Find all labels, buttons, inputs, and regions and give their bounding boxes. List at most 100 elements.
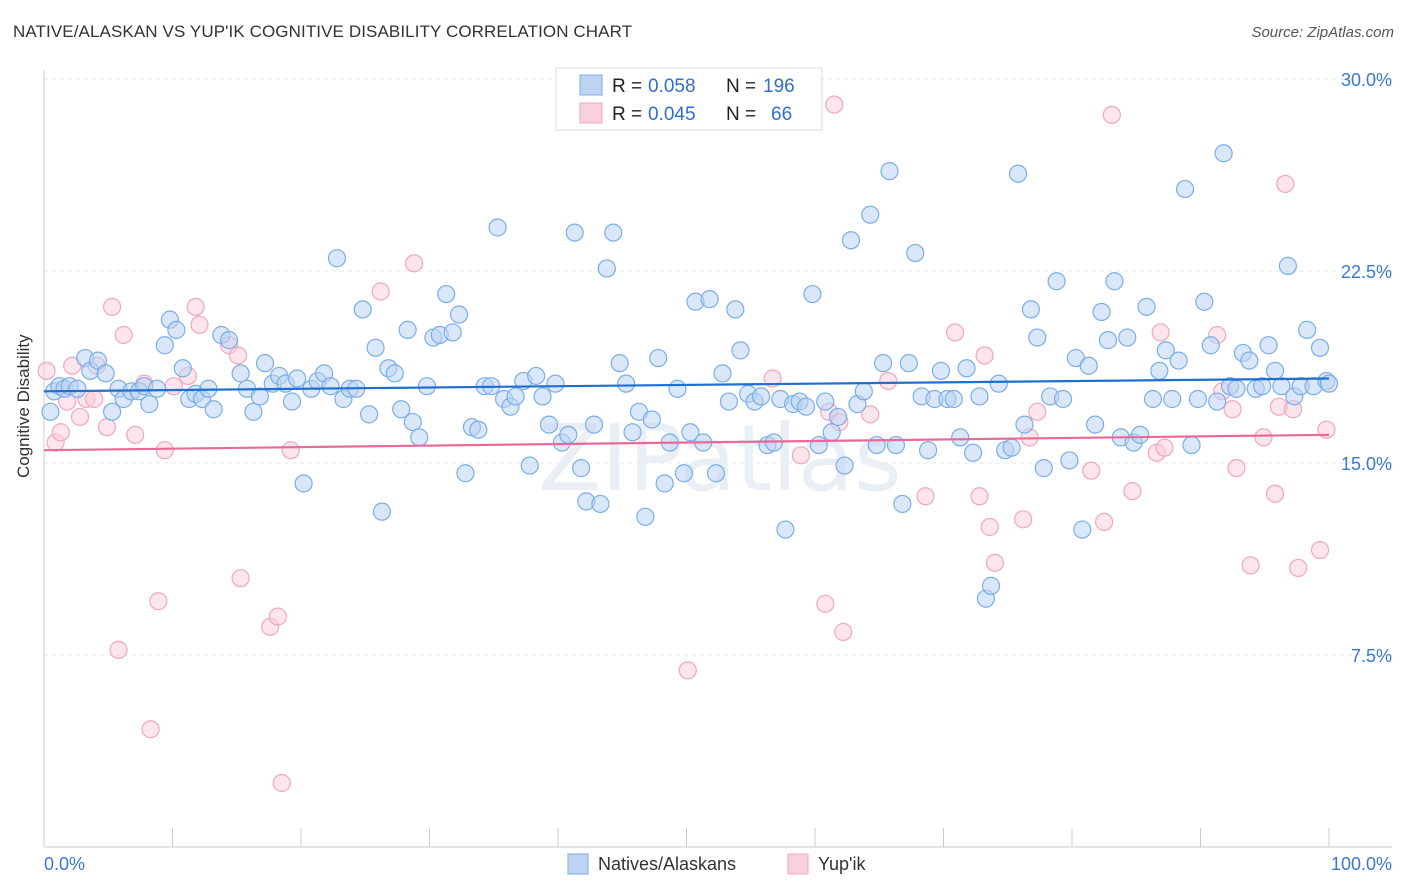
natives-point xyxy=(385,364,404,383)
x-tick-labels: 0.0% 100.0% xyxy=(44,828,1392,874)
yupik-point xyxy=(1265,484,1285,503)
yupik-point xyxy=(791,446,810,465)
series-legend: Natives/Alaskans Yup'ik xyxy=(567,853,866,875)
yupik-point xyxy=(1151,323,1170,342)
natives-point xyxy=(803,284,822,304)
natives-point xyxy=(970,387,989,406)
yupik-point xyxy=(37,361,56,380)
natives-point xyxy=(1060,451,1079,470)
legend-r-label: R = xyxy=(612,76,642,97)
natives-point xyxy=(918,441,938,460)
chart-title: NATIVE/ALASKAN VS YUP'IK COGNITIVE DISAB… xyxy=(13,22,633,41)
natives-point xyxy=(1079,356,1098,375)
natives-point xyxy=(835,456,854,475)
natives-point xyxy=(861,205,880,224)
natives-point xyxy=(366,338,385,357)
natives-point xyxy=(353,300,372,319)
yupik-point xyxy=(228,346,248,365)
natives-point xyxy=(1150,361,1169,380)
natives-point xyxy=(68,379,87,398)
correlation-legend: R = 0.058 N = 196 R = 0.045 N = 66 xyxy=(555,67,823,131)
natives-point xyxy=(1188,389,1208,409)
legend-n-value: 66 xyxy=(771,104,792,125)
natives-point xyxy=(155,336,174,355)
yupik-point xyxy=(149,592,168,611)
natives-point xyxy=(294,474,313,493)
natives-point xyxy=(931,361,951,380)
x-tick-label: 100.0% xyxy=(1331,854,1392,874)
natives-point xyxy=(456,464,475,483)
natives-point xyxy=(899,354,918,373)
legend-r-label: R = xyxy=(612,104,642,125)
yupik-point xyxy=(861,405,880,424)
yupik-point xyxy=(980,517,999,537)
natives-point xyxy=(681,423,700,442)
legend-swatch-natives xyxy=(567,853,589,875)
natives-point xyxy=(1208,392,1227,411)
natives-point xyxy=(700,290,719,309)
yupik-point xyxy=(879,371,898,391)
grid-lines xyxy=(44,78,1392,656)
yupik-point xyxy=(1095,512,1114,531)
natives-point xyxy=(1034,459,1053,478)
natives-point xyxy=(1131,425,1150,444)
natives-point xyxy=(674,464,694,483)
yupik-point xyxy=(109,640,128,659)
natives-point xyxy=(655,474,674,493)
yupik-point xyxy=(1276,174,1295,194)
natives-point xyxy=(726,300,745,319)
natives-point xyxy=(103,402,122,421)
natives-point xyxy=(1175,179,1195,199)
yupik-point xyxy=(103,297,122,316)
natives-point xyxy=(989,374,1008,393)
yupik-point xyxy=(825,95,844,114)
y-tick-label: 22.5% xyxy=(1341,262,1392,282)
natives-point xyxy=(410,428,429,447)
natives-point xyxy=(520,456,539,475)
natives-point xyxy=(906,243,925,263)
natives-point xyxy=(874,354,893,373)
yupik-point xyxy=(97,418,117,437)
series-natives-points xyxy=(41,144,1339,608)
natives-point xyxy=(539,415,559,434)
natives-point xyxy=(360,405,379,424)
yupik-point xyxy=(404,254,424,273)
yupik-point xyxy=(1155,438,1174,457)
yupik-point xyxy=(1310,540,1330,560)
natives-point xyxy=(604,223,623,242)
yupik-point xyxy=(190,315,209,334)
natives-point xyxy=(981,576,1001,595)
yupik-point xyxy=(1223,400,1242,419)
legend-swatch-yupik xyxy=(787,853,809,875)
natives-point xyxy=(1092,302,1111,322)
natives-point xyxy=(636,507,655,526)
natives-point xyxy=(1002,438,1021,457)
natives-point xyxy=(559,425,578,444)
natives-point xyxy=(321,377,340,396)
natives-point xyxy=(706,464,726,483)
yupik-point xyxy=(1102,105,1121,124)
yupik-point xyxy=(985,553,1005,572)
natives-point xyxy=(776,520,795,539)
yupik-point xyxy=(678,661,697,680)
natives-point xyxy=(392,400,411,419)
yupik-point xyxy=(1227,459,1246,478)
natives-point xyxy=(1278,256,1297,275)
natives-point xyxy=(1143,389,1163,409)
natives-point xyxy=(488,218,507,237)
yupik-point xyxy=(916,487,935,506)
natives-point xyxy=(1021,300,1040,319)
yupik-point xyxy=(231,569,250,588)
natives-trend-line xyxy=(43,377,1330,393)
natives-point xyxy=(173,359,192,378)
natives-point xyxy=(719,392,739,411)
natives-point xyxy=(204,400,223,419)
natives-point xyxy=(41,402,60,421)
natives-point xyxy=(1163,389,1182,409)
yupik-point xyxy=(141,720,160,739)
natives-point xyxy=(546,374,565,393)
y-tick-labels: 7.5% 15.0% 22.5% 30.0% xyxy=(1341,70,1392,666)
yupik-point xyxy=(1254,428,1273,447)
natives-point xyxy=(1047,272,1066,291)
legend-r-value: 0.045 xyxy=(648,104,696,125)
